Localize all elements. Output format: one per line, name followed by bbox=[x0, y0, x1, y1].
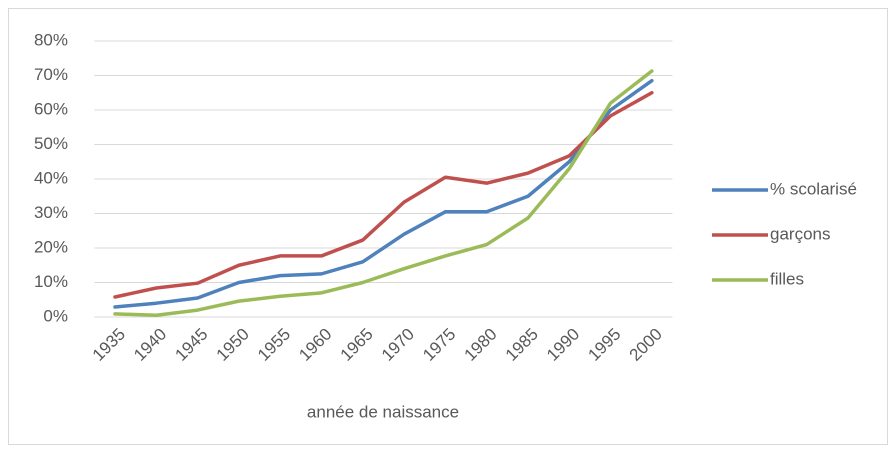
series-line bbox=[113, 69, 654, 318]
y-tick-label: 70% bbox=[34, 65, 68, 84]
y-tick-label: 60% bbox=[34, 99, 68, 118]
y-tick-label: 10% bbox=[34, 272, 68, 291]
legend-label: filles bbox=[770, 269, 804, 288]
y-tick-label: 20% bbox=[34, 237, 68, 256]
series-line bbox=[113, 91, 654, 299]
series-line bbox=[113, 78, 654, 309]
y-tick-label: 50% bbox=[34, 134, 68, 153]
y-tick-label: 0% bbox=[43, 306, 68, 325]
legend-label: garçons bbox=[770, 224, 830, 243]
y-tick-label: 30% bbox=[34, 203, 68, 222]
x-axis-title: année de naissance bbox=[307, 402, 459, 421]
legend-label: % scolarisé bbox=[770, 179, 857, 198]
y-tick-label: 80% bbox=[34, 30, 68, 49]
y-tick-label: 40% bbox=[34, 168, 68, 187]
chart-frame bbox=[8, 8, 888, 445]
